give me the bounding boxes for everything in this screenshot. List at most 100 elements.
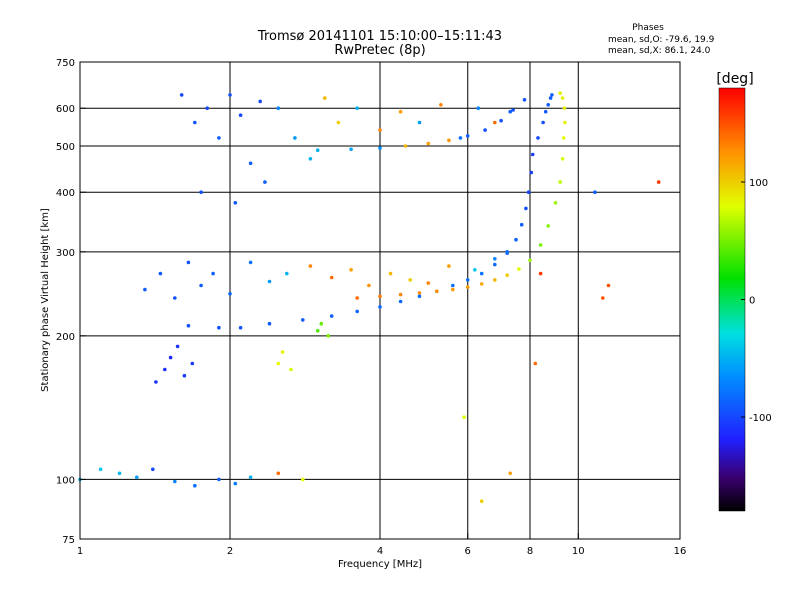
colorbar-ticks: 100 0 -100 (741, 178, 772, 424)
data-point (560, 157, 565, 161)
x-axis-ticks: 1 2 4 6 8 10 16 (77, 533, 687, 557)
data-point (163, 367, 167, 372)
data-point (479, 499, 484, 504)
data-point (329, 275, 334, 280)
data-point (168, 355, 173, 360)
data-point (267, 279, 272, 284)
data-point (217, 477, 221, 482)
colorbar-label: [deg] (716, 71, 753, 87)
stats-heading: Phases (632, 23, 664, 33)
data-point (193, 483, 197, 488)
data-point (479, 282, 484, 286)
data-point (349, 147, 353, 152)
data-point (280, 350, 285, 354)
data-point (301, 477, 305, 482)
data-point (217, 325, 221, 330)
data-point (517, 267, 521, 271)
data-point (285, 271, 289, 276)
data-point (228, 292, 232, 296)
data-point (476, 106, 481, 110)
data-point (563, 120, 567, 125)
x-tick-label: 1 (77, 546, 83, 557)
data-point (558, 180, 562, 184)
colorbar-tick-label: -100 (749, 413, 772, 424)
data-point (233, 481, 238, 486)
data-point (508, 471, 512, 476)
data-point (601, 296, 605, 300)
data-point (267, 321, 272, 326)
data-point (117, 471, 122, 476)
data-point (398, 292, 403, 297)
data-point (326, 334, 331, 338)
data-point (465, 285, 470, 289)
colorbar-tick-label: 100 (749, 178, 768, 189)
data-point (289, 367, 293, 372)
data-point (541, 120, 545, 125)
data-point (538, 271, 543, 276)
chart-subtitle: RwPretec (8p) (334, 43, 425, 58)
data-point (656, 180, 661, 184)
data-point (508, 109, 512, 114)
grid-lines (80, 62, 680, 539)
data-point (378, 146, 382, 150)
data-point (493, 120, 497, 125)
data-point (606, 283, 611, 288)
data-point (505, 250, 510, 254)
data-point (378, 128, 382, 132)
data-point (248, 260, 253, 265)
y-tick-label: 100 (56, 475, 75, 486)
data-point (426, 141, 431, 146)
data-point (538, 243, 543, 247)
data-point (276, 471, 281, 476)
chart-title: Tromsø 20141101 15:10:00–15:11:43 (257, 29, 502, 44)
data-point (315, 328, 320, 333)
data-point (465, 278, 470, 282)
data-point (228, 93, 232, 97)
y-tick-label: 400 (56, 188, 75, 199)
data-point (499, 118, 503, 123)
data-point (388, 271, 393, 276)
data-point (199, 283, 203, 288)
data-point (465, 134, 470, 138)
data-point (417, 291, 422, 295)
data-point (238, 113, 243, 117)
x-axis-label: Frequency [MHz] (338, 559, 422, 570)
data-point (323, 96, 327, 100)
data-point (233, 201, 238, 205)
data-point (447, 264, 451, 268)
data-point (263, 180, 267, 184)
data-point (505, 273, 510, 278)
data-point (529, 170, 534, 175)
data-points (78, 91, 661, 504)
data-point (258, 99, 263, 104)
x-tick-label: 6 (465, 546, 471, 557)
y-tick-label: 200 (56, 332, 75, 343)
data-point (558, 91, 562, 95)
data-point (530, 152, 535, 157)
data-point (182, 373, 187, 378)
data-point (179, 93, 184, 97)
data-point (154, 380, 158, 384)
data-point (426, 281, 431, 285)
y-axis-label: Stationary phase Virtual Height [km] (40, 208, 51, 392)
data-point (546, 103, 550, 107)
data-point (175, 344, 180, 349)
data-point (493, 257, 497, 261)
data-point (355, 106, 360, 110)
data-point (173, 479, 177, 484)
data-point (248, 475, 253, 480)
data-point (435, 289, 439, 294)
data-point (493, 278, 497, 282)
data-point (479, 271, 484, 276)
data-point (553, 201, 558, 205)
data-point (519, 222, 524, 227)
x-tick-label: 16 (674, 546, 687, 557)
data-point (458, 136, 463, 140)
data-point (593, 190, 597, 194)
data-point (355, 309, 360, 314)
data-point (417, 294, 422, 299)
x-tick-label: 10 (572, 546, 585, 557)
x-tick-label: 4 (377, 546, 383, 557)
data-point (143, 287, 147, 292)
data-point (451, 283, 455, 288)
